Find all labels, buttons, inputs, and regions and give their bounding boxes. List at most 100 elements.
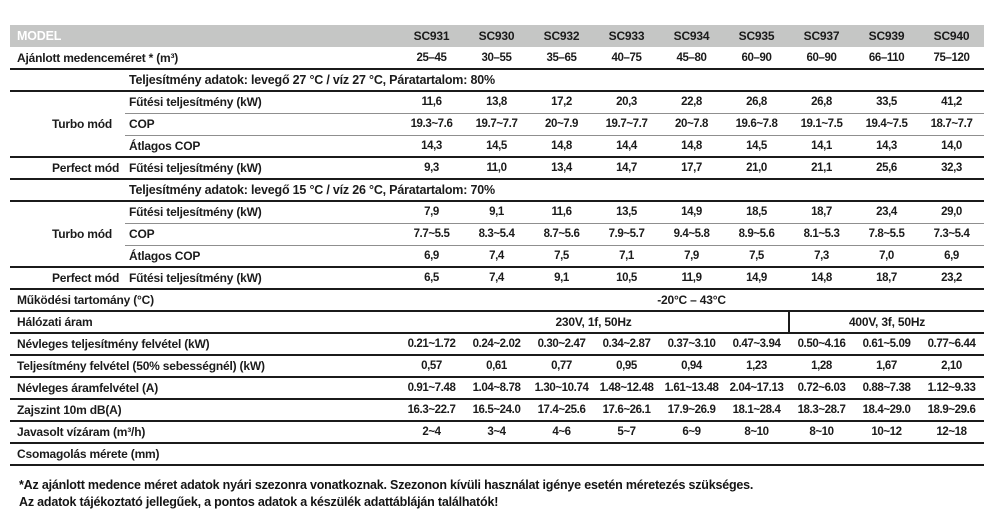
value-cell: 12~18 [919,420,985,443]
value-cell: 19.6~7.8 [724,112,790,135]
value-cell: 0.72~6.03 [789,376,855,399]
value-cell: 45–80 [676,51,707,64]
value-cell: 14,3 [854,134,920,157]
value-cell: 18.7~7.7 [919,112,985,135]
value-cell: 0,57 [399,354,465,377]
power-supply-cell: 400V, 3f, 50Hz [788,310,985,333]
value-cell: 7,1 [594,244,660,267]
value-cell: 17.4~25.6 [529,398,595,421]
value-cell: 2~4 [399,420,465,443]
value-cell: 13,4 [529,156,595,179]
row-label: Névleges áramfelvétel (A) [10,376,400,399]
table-row: Zajszint 10m dB(A) 16.3~22.7 16.5~24.0 17.4… [10,398,985,421]
value-cell: 18.4~29.0 [854,398,920,421]
value-cell: 11,0 [464,156,530,179]
value-cell: 14,5 [464,134,530,157]
value-cell: 41,2 [919,90,985,113]
value-cell: 0.50~4.16 [789,332,855,355]
value-cell: 20~7.9 [529,112,595,135]
value-cell: 1,67 [854,354,920,377]
value-cell: 18,7 [789,200,855,223]
model-header-label: MODEL [10,25,400,47]
model-column-header: SC931 [399,25,465,47]
value-cell: 20~7.8 [659,112,725,135]
value-cell: 26,8 [789,90,855,113]
mode-group-label: Turbo mód [10,90,125,157]
value-cell: 7,5 [724,244,790,267]
value-cell: 75–120 [933,51,970,64]
row-sublabel: Fűtési teljesítmény (kW) [125,200,400,223]
value-cell: 14,7 [594,156,660,179]
value-cell: 0,94 [659,354,725,377]
mode-group-label: Turbo mód [10,200,125,267]
power-supply-cell: 230V, 1f, 50Hz [399,310,790,333]
value-cell: 6,9 [399,244,465,267]
value-cell: 11,9 [659,266,725,289]
model-column-header: SC940 [919,25,985,47]
value-cell: 0.30~2.47 [529,332,595,355]
value-cell: 18.9~29.6 [919,398,985,421]
value-cell: 0.91~7.48 [399,376,465,399]
value-cell: 4~6 [529,420,595,443]
table-row: Teljesítmény adatok: levegő 15 °C / víz … [10,178,985,201]
value-cell: 2,10 [919,354,985,377]
value-cell: 1.61~13.48 [659,376,725,399]
table-row: Perfect mód Fűtési teljesítmény (kW) 9,3 11… [10,156,985,179]
value-cell: 66–110 [868,51,905,64]
value-cell: 17,7 [659,156,725,179]
mode-group-label: Perfect mód [10,266,125,289]
section-spacer-cell [10,178,125,201]
value-cell: 5~7 [594,420,660,443]
model-column-header: SC937 [789,25,855,47]
row-sublabel: Fűtési teljesítmény (kW) [125,156,400,179]
value-cell: 8.9~5.6 [724,222,790,245]
value-cell: 0,95 [594,354,660,377]
value-cell: 2.04~17.13 [724,376,790,399]
value-cell: 10~12 [854,420,920,443]
row-label: Zajszint 10m dB(A) [10,398,400,421]
row-sublabel: Átlagos COP [125,244,400,267]
value-cell: 30–55 [481,51,512,64]
model-column-header: SC934 [659,25,725,47]
value-cell: 14,1 [789,134,855,157]
footnote-disclaimer: Az adatok tájékoztató jellegűek, a ponto… [19,495,499,509]
table-row: COP 19.3~7.6 19.7~7.7 20~7.9 19.7~7.7 20~7.8 1… [10,112,985,135]
table-row: Névleges teljesítmény felvétel (kW) 0.21~… [10,332,985,355]
value-cell [464,442,530,465]
value-cell: 7,4 [464,266,530,289]
value-cell: 26,8 [724,90,790,113]
value-cell: 8.1~5.3 [789,222,855,245]
value-cell: 8.3~5.4 [464,222,530,245]
value-cell: 19.7~7.7 [594,112,660,135]
value-cell: 7,9 [659,244,725,267]
value-cell: 33,5 [854,90,920,113]
value-cell: 60–90 [741,51,772,64]
value-cell: 18.1~28.4 [724,398,790,421]
row-sublabel: COP [125,222,400,245]
table-row: COP 7.7~5.5 8.3~5.4 8.7~5.6 7.9~5.7 9.4~5.8 8.… [10,222,985,245]
value-cell [659,442,725,465]
value-cell: 7.9~5.7 [594,222,660,245]
table-row: Működési tartomány (°C) -20°C – 43°C [10,288,985,311]
value-cell: 7,4 [464,244,530,267]
section-header: Teljesítmény adatok: levegő 15 °C / víz … [125,178,985,201]
value-cell: 14,8 [789,266,855,289]
value-cell: 14,8 [529,134,595,157]
value-cell: 18,7 [854,266,920,289]
value-cell: 18.3~28.7 [789,398,855,421]
value-cell: 16.3~22.7 [399,398,465,421]
value-cell: 21,1 [789,156,855,179]
model-column-header: SC930 [464,25,530,47]
value-cell: 0.61~5.09 [854,332,920,355]
value-cell: 14,0 [919,134,985,157]
table-row: Teljesítmény felvétel (50% sebességnél) … [10,354,985,377]
value-cell: 22,8 [659,90,725,113]
value-cell: 0,61 [464,354,530,377]
header-row: MODEL SC931 SC930 SC932 SC933 SC934 SC935 SC93… [10,25,985,47]
value-cell: 14,8 [659,134,725,157]
value-cell: 1.12~9.33 [919,376,985,399]
row-label: Javasolt vízáram (m³/h) [10,420,400,443]
spec-table: MODEL SC931 SC930 SC932 SC933 SC934 SC935 SC93… [10,25,985,466]
value-cell: 0.34~2.87 [594,332,660,355]
table-row: Átlagos COP 6,9 7,4 7,5 7,1 7,9 7,5 7,3 7,0 6,9 [10,244,985,267]
